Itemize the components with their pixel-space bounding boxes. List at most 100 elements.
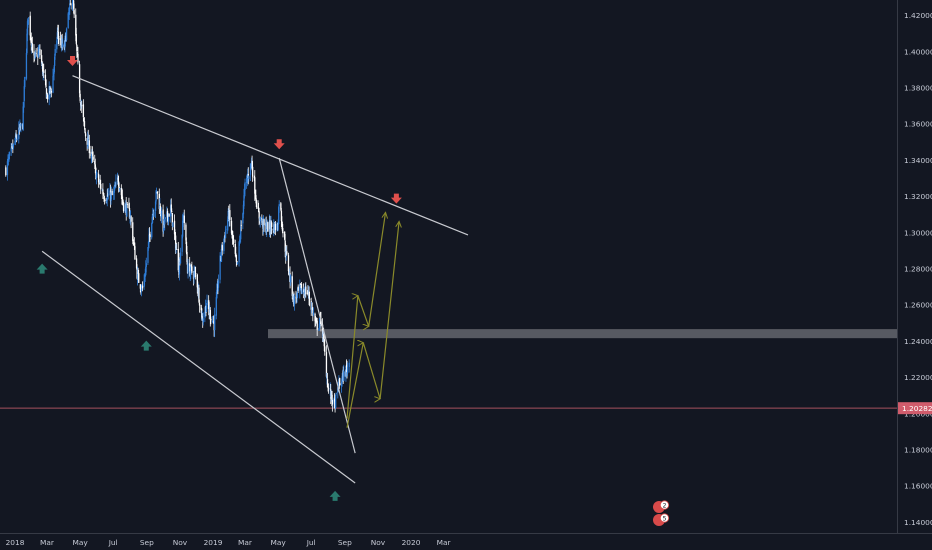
candle-body [133,244,136,247]
candle-body [215,297,217,316]
candle-body [147,241,150,247]
candle-body [67,13,69,28]
candle-body [121,196,124,201]
candle-body [19,125,22,128]
candle-body [282,232,284,234]
candle-body [130,216,132,222]
candle-body [286,251,288,255]
candle-body [277,223,279,230]
candle-body [61,40,63,47]
candle-body [136,267,138,279]
candle-body [128,203,130,209]
price-axis[interactable]: 1.140001.160001.180001.200001.220001.240… [897,0,932,533]
price-tick-label: 1.28000 [904,264,932,273]
candle-body [15,133,17,138]
candle-body [159,206,162,214]
candle-body [76,45,78,52]
candle-body [206,300,208,306]
candle-body [300,284,303,294]
candle-body [106,200,108,203]
candle-body [158,193,161,210]
candle-body [154,201,157,211]
candle-body [314,313,316,322]
current-price-label: 1.20282 [902,404,932,413]
candle-body [208,300,210,310]
time-tick-label: 2018 [6,538,25,547]
candle-body [196,274,198,288]
price-tick-label: 1.32000 [904,192,932,201]
candle-body [255,200,258,208]
candle-body [321,324,324,336]
candle-body [297,286,299,291]
candle-body [151,216,153,224]
candle-body [120,187,123,196]
candle-body [102,189,104,195]
candle-body [171,211,173,212]
candle-body [71,0,74,7]
price-tick-label: 1.24000 [904,337,932,346]
time-axis[interactable]: 2018 Mar May Jul Sep Nov 2019 Mar May Jul Sep Nov 20… [0,533,932,548]
candle-body [234,243,236,254]
candle-body [10,147,12,152]
candle-body [221,245,223,257]
candle-body [182,220,184,237]
candle-body [88,140,91,154]
candle-body [172,222,174,228]
candle-body [102,194,105,196]
candle-body [324,346,326,353]
candle-body [52,75,54,93]
event-count-circle [659,500,670,510]
candle-body [312,308,314,316]
candle-body [173,220,176,235]
candle-body [30,36,32,39]
candle-body [95,174,98,179]
channel-lower-line [41,250,356,484]
candle-body [121,194,123,198]
candle-body [293,296,296,306]
candle-body [193,271,195,278]
candle-body [338,378,341,384]
candle-body [284,240,286,252]
candle-body [8,152,11,156]
candle-body [312,313,315,315]
candle-body [265,222,267,232]
candle-body [73,10,75,15]
candle-body [214,314,216,331]
candle-body [205,306,208,313]
candle-body [191,266,193,273]
candle-body [194,271,196,273]
candle-body [291,276,293,296]
candle-body [190,265,193,268]
candle-body [236,262,239,264]
candle-body [235,254,238,262]
time-tick-label: May [270,538,286,547]
candle-body [54,49,56,56]
candle-body [46,94,49,100]
candle-body [319,317,321,324]
candle-body [113,191,115,195]
time-tick-label: May [72,538,88,547]
candle-body [251,160,253,169]
candle-body [90,151,92,157]
candle-body [83,118,85,121]
candle-body [23,86,25,102]
candle-body [7,156,10,161]
candle-body [114,185,116,190]
candle-body [48,86,50,100]
candle-body [24,76,26,88]
candle-body [326,377,328,379]
candle-body [305,286,307,295]
candle-body [62,43,64,48]
candle-body [248,176,250,180]
candle-body [212,321,215,323]
candle-body [143,280,145,287]
candle-body [183,215,185,223]
candle-body [233,239,235,243]
candle-body [75,34,78,44]
candle-body [266,229,268,231]
candle-body [229,210,231,220]
candle-body [132,239,134,242]
candle-body [202,318,204,323]
candle-body [163,219,165,231]
